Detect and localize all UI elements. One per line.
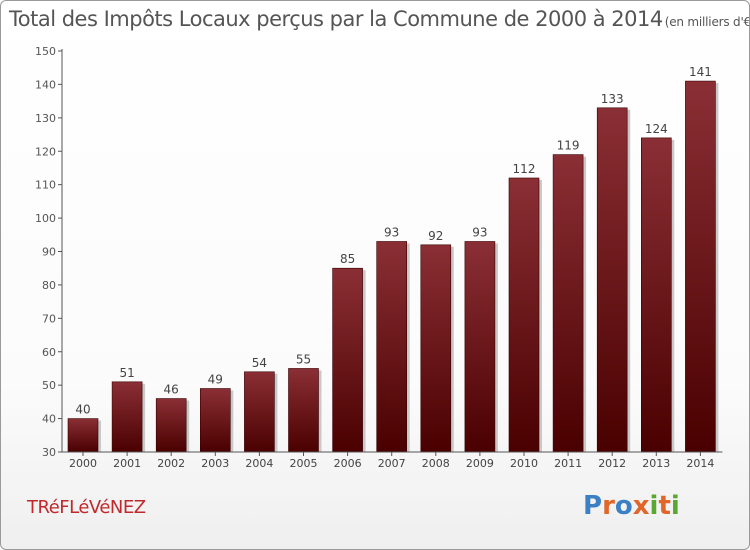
x-tick-label: 2009 (466, 457, 494, 470)
bar (596, 107, 628, 453)
x-tick-label: 2008 (422, 457, 450, 470)
y-tick-label: 140 (35, 78, 56, 91)
y-tick-label: 60 (42, 346, 56, 359)
bar (288, 368, 319, 453)
y-axis-ticks: 30 40 50 60 70 80 90 100 110 120 130 140 150 (35, 45, 62, 459)
bar (420, 244, 452, 453)
x-axis-ticks: 2000 2001 2002 2003 2004 2005 2006 2007 2008 2009… (69, 452, 714, 470)
bar-value-label: 119 (557, 139, 580, 153)
bar (508, 177, 540, 453)
bar-value-label: 133 (601, 92, 624, 106)
y-tick-label: 100 (35, 212, 56, 225)
bar-value-label: 54 (252, 356, 267, 370)
logo-letter: P (583, 491, 603, 521)
proxiti-logo: Proxiti (583, 491, 680, 521)
y-tick-label: 50 (42, 379, 56, 392)
x-tick-label: 2011 (554, 457, 582, 470)
x-tick-label: 2005 (290, 457, 318, 470)
y-tick-label: 130 (35, 112, 56, 125)
y-tick-label: 80 (42, 279, 56, 292)
y-tick-label: 40 (42, 413, 56, 426)
x-tick-label: 2014 (686, 457, 714, 470)
commune-name: TRéFLéVéNEZ (27, 497, 146, 518)
logo-letter: i (649, 491, 659, 521)
logo-letter: t (658, 491, 671, 521)
bar-value-label: 49 (208, 373, 223, 387)
bar-value-label: 46 (164, 383, 179, 397)
x-tick-label: 2012 (598, 457, 626, 470)
y-tick-label: 110 (35, 179, 56, 192)
y-tick-label: 120 (35, 145, 56, 158)
bar-value-label: 93 (472, 225, 487, 239)
logo-letter: x (632, 491, 650, 521)
bar-value-label: 85 (340, 252, 355, 266)
bar (685, 80, 716, 453)
bar (640, 137, 672, 453)
logo-letter: r (602, 491, 615, 521)
bar (111, 381, 143, 453)
bar-value-labels: 40 51 46 49 54 55 85 93 92 93 112 119 133 124 141 (75, 65, 711, 417)
x-tick-label: 2001 (113, 457, 141, 470)
x-tick-label: 2010 (510, 457, 538, 470)
bar (200, 388, 231, 453)
x-tick-label: 2013 (642, 457, 670, 470)
chart-title: Total des Impôts Locaux perçus par la Co… (9, 7, 750, 31)
bar-value-label: 93 (384, 225, 399, 239)
bar (464, 241, 496, 453)
y-tick-label: 150 (35, 45, 56, 58)
x-tick-label: 2004 (245, 457, 273, 470)
bar (376, 241, 408, 453)
bar-value-label: 40 (75, 403, 90, 417)
logo-letter: i (670, 491, 680, 521)
y-tick-label: 90 (42, 246, 56, 259)
bar (244, 371, 275, 453)
bar-value-label: 55 (296, 352, 311, 366)
bar (332, 267, 363, 453)
bar (155, 398, 187, 453)
bar (552, 154, 584, 453)
x-tick-label: 2000 (69, 457, 97, 470)
x-tick-label: 2007 (378, 457, 406, 470)
bar-value-label: 112 (513, 162, 536, 176)
bars (67, 80, 716, 453)
x-tick-label: 2002 (157, 457, 185, 470)
bar-value-label: 92 (428, 229, 443, 243)
chart-title-main: Total des Impôts Locaux perçus par la Co… (9, 7, 663, 31)
y-tick-label: 30 (42, 446, 56, 459)
bar (67, 418, 99, 453)
bar-value-label: 124 (645, 122, 668, 136)
x-tick-label: 2006 (334, 457, 362, 470)
bar-value-label: 51 (119, 366, 134, 380)
x-tick-label: 2003 (201, 457, 229, 470)
bar-value-label: 141 (689, 65, 712, 79)
y-tick-label: 70 (42, 312, 56, 325)
chart-title-unit: (en milliers d'€) (664, 15, 750, 29)
logo-letter: o (614, 491, 633, 521)
